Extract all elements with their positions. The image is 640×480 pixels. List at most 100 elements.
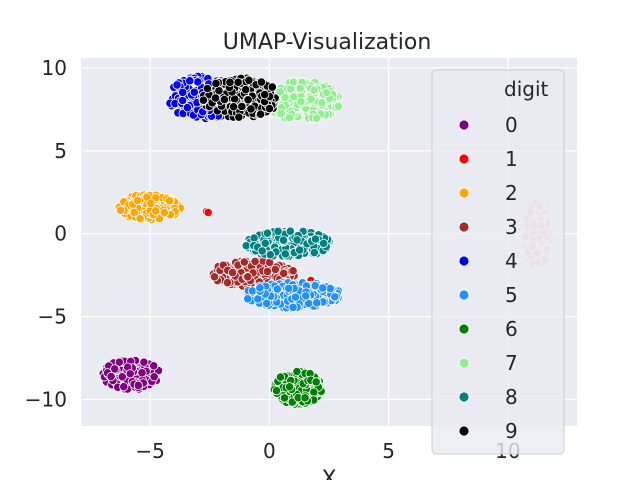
data-point (114, 357, 124, 367)
data-point (119, 382, 129, 392)
data-point (241, 241, 251, 251)
data-point (311, 377, 321, 387)
legend-items: 0 1 2 3 4 5 6 7 8 9 (458, 113, 518, 443)
data-point (203, 207, 213, 218)
data-point (125, 369, 135, 379)
data-point (239, 257, 249, 267)
data-point (246, 104, 256, 114)
x-tick-label: 0 (263, 439, 276, 463)
y-tick-label: 10 (42, 56, 67, 80)
data-point (262, 298, 272, 308)
data-point (300, 393, 310, 403)
legend-marker (458, 187, 470, 199)
data-point (267, 82, 277, 92)
data-point (279, 393, 290, 403)
legend-label: 5 (505, 283, 518, 307)
data-point (292, 366, 302, 377)
legend-marker (458, 425, 470, 437)
data-point (110, 364, 120, 374)
legend-frame (431, 69, 565, 455)
data-point (149, 372, 159, 382)
data-point (198, 95, 209, 105)
data-point (279, 268, 289, 278)
data-point (243, 272, 253, 282)
data-point (260, 90, 270, 100)
data-point (296, 97, 306, 107)
data-point (311, 113, 322, 123)
data-point (309, 247, 319, 258)
data-point (117, 372, 127, 382)
data-point (159, 207, 169, 218)
data-point (275, 87, 285, 97)
y-tick-label: −5 (38, 305, 67, 329)
data-point (264, 103, 275, 114)
data-point (149, 361, 159, 371)
data-point (139, 357, 149, 367)
legend-marker (458, 391, 470, 403)
data-point (219, 94, 229, 105)
data-point (132, 195, 143, 206)
data-point (255, 109, 266, 119)
data-point (276, 108, 286, 119)
data-point (177, 95, 188, 106)
data-point (185, 76, 195, 86)
data-point (182, 103, 193, 113)
y-tick-labels: 10 5 0 −5 −10 (25, 56, 67, 412)
y-tick-label: −10 (25, 387, 67, 411)
data-point (333, 101, 343, 111)
legend-marker (458, 289, 470, 301)
legend-label: 0 (505, 113, 518, 137)
legend-marker (458, 153, 470, 165)
data-point (288, 302, 298, 312)
data-point (309, 387, 319, 397)
data-point (178, 87, 188, 98)
legend-label: 9 (505, 419, 518, 443)
data-point (135, 214, 145, 224)
data-point (265, 250, 275, 260)
data-point (273, 226, 283, 236)
data-point (193, 77, 203, 87)
data-point (250, 256, 260, 267)
data-point (285, 382, 295, 392)
data-point (290, 292, 301, 302)
data-point (106, 371, 116, 382)
data-point (288, 266, 298, 276)
data-point (280, 249, 290, 259)
data-point (237, 101, 247, 112)
data-point (189, 87, 199, 97)
data-point (310, 281, 320, 291)
legend-label: 1 (505, 147, 518, 171)
data-point (317, 98, 327, 108)
data-point (146, 198, 156, 208)
data-point (228, 102, 239, 112)
data-point (164, 195, 175, 206)
data-point (225, 77, 235, 87)
data-point (309, 85, 319, 95)
data-point (210, 93, 221, 103)
data-point (319, 238, 329, 249)
data-point (133, 380, 143, 390)
data-point (253, 294, 263, 304)
legend-label: 7 (505, 351, 518, 375)
data-point (151, 206, 161, 216)
data-point (271, 386, 282, 396)
data-point (284, 283, 294, 293)
data-point (137, 368, 147, 378)
data-point (321, 87, 332, 98)
data-point (285, 226, 295, 236)
legend-label: 6 (505, 317, 518, 341)
y-tick-label: 5 (54, 139, 67, 163)
data-point (262, 266, 273, 277)
data-point (284, 113, 295, 123)
chart-title: UMAP-Visualization (223, 30, 432, 55)
data-point (312, 298, 322, 308)
data-point (295, 245, 305, 255)
data-point (202, 83, 212, 94)
legend: digit 0 1 2 3 4 5 6 7 8 9 (431, 69, 565, 455)
data-point (241, 85, 251, 95)
data-point (270, 264, 280, 275)
data-point (228, 267, 238, 278)
data-point (285, 84, 296, 94)
data-point (301, 291, 311, 301)
data-point (234, 112, 244, 122)
